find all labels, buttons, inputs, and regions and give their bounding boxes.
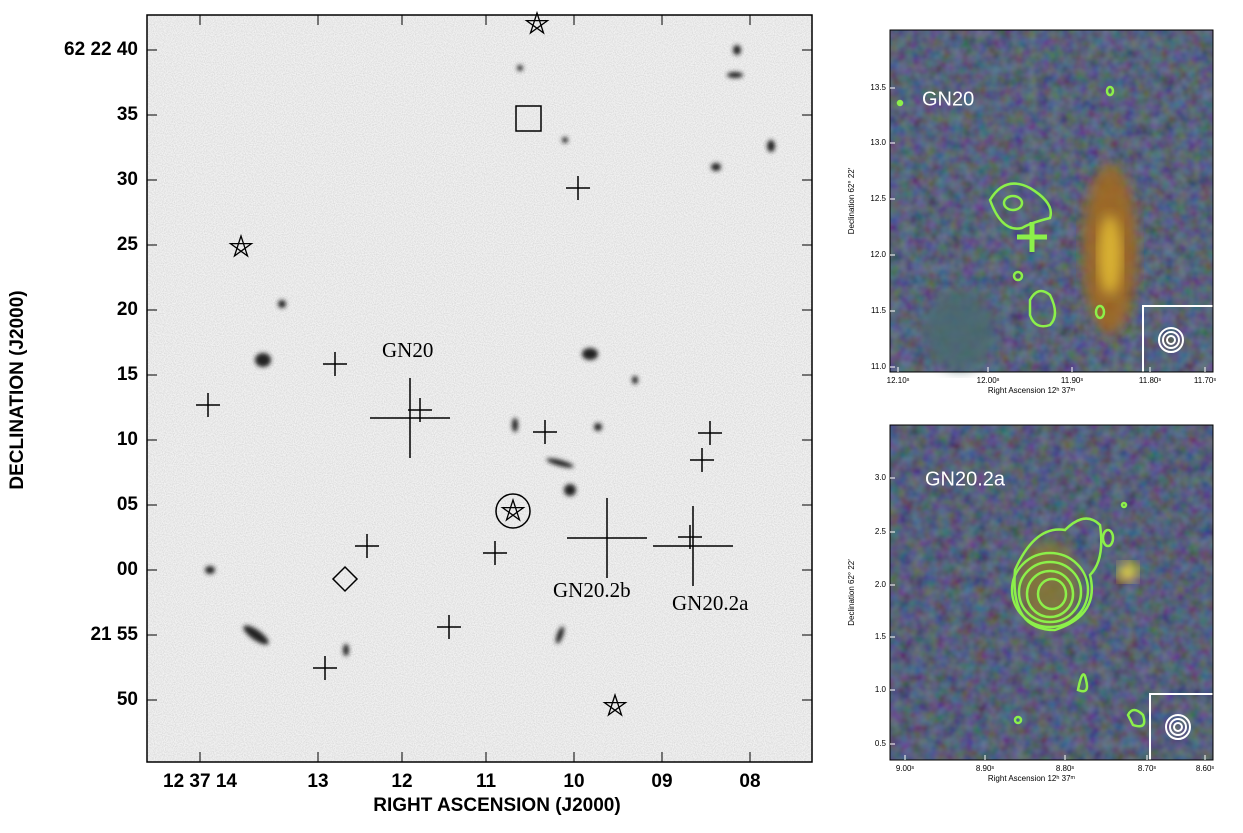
x-tick-label: 09 <box>651 771 672 792</box>
inset-gn20: GN20 <box>889 29 1214 373</box>
y-tick-label: 12.5 <box>870 194 886 203</box>
galaxies <box>205 45 775 656</box>
cross <box>355 534 379 558</box>
star <box>500 497 526 522</box>
x-tick-label: 13 <box>307 771 328 792</box>
cross <box>196 393 220 417</box>
ticks <box>147 15 812 762</box>
y-tick-label: 13.0 <box>870 138 886 147</box>
cross <box>653 506 733 586</box>
x-tick-label: 12 <box>391 771 412 792</box>
x-tick-label: 11 <box>476 771 497 792</box>
annotation: GN20.2a <box>672 591 749 615</box>
x-tick-label: 12 37 14 <box>163 771 237 792</box>
y-tick-label: 35 <box>117 104 139 125</box>
sky-noise <box>147 15 812 762</box>
y-tick-label: 1.5 <box>875 632 887 641</box>
y-tick-label: 62 22 40 <box>64 39 138 60</box>
x-tick-label: 11.70ˢ <box>1194 376 1216 385</box>
x-axis-label: RIGHT ASCENSION (J2000) <box>373 795 620 816</box>
cross <box>566 176 590 200</box>
cross <box>437 615 461 639</box>
cross <box>533 420 557 444</box>
inset-gn20-2a: GN20.2a <box>889 424 1214 761</box>
y-tick-label: 11.5 <box>871 306 887 315</box>
cross <box>483 541 507 565</box>
y-tick-label: 12.0 <box>870 250 886 259</box>
y-axis-label: Declination 62° 22′ <box>847 167 856 234</box>
y-tick-label: 11.0 <box>871 362 887 371</box>
y-tick-label: 3.0 <box>875 473 887 482</box>
x-tick-label: 9.00ˢ <box>896 764 915 773</box>
y-tick-label: 30 <box>117 169 138 190</box>
y-tick-label: 50 <box>117 689 138 710</box>
x-tick-label: 8.80ˢ <box>1056 764 1075 773</box>
cross <box>370 378 450 458</box>
stars <box>228 10 628 717</box>
x-tick-label: 8.90ˢ <box>976 764 995 773</box>
y-tick-label: 2.5 <box>875 527 887 536</box>
crosses <box>196 176 733 680</box>
y-tick-label: 20 <box>117 299 138 320</box>
star <box>228 233 254 258</box>
y-tick-label: 2.0 <box>875 580 887 589</box>
x-tick-label: 08 <box>739 771 760 792</box>
x-tick-label: 8.60ˢ <box>1196 764 1215 773</box>
cross <box>698 421 722 445</box>
annotation: GN20.2b <box>553 578 631 602</box>
inset-label: GN20.2a <box>925 468 1006 490</box>
cross <box>678 525 702 549</box>
x-tick-label: 11.80ˢ <box>1139 376 1161 385</box>
x-tick-label: 12.00ˢ <box>977 376 1000 385</box>
cross <box>313 656 337 680</box>
annotation: GN20 <box>382 338 433 362</box>
x-tick-label: 8.70ˢ <box>1138 764 1157 773</box>
cross <box>323 352 347 376</box>
y-tick-label: 05 <box>117 494 139 515</box>
x-tick-label: 10 <box>563 771 584 792</box>
inset-label: GN20 <box>922 88 974 110</box>
inset-axes: 3.0 2.5 2.0 1.5 1.0 0.5 9.00ˢ 8.90ˢ 8.80ˢ 8.70ˢ 8.… <box>847 473 1214 783</box>
markers <box>331 105 542 593</box>
y-tick-label: 25 <box>117 234 139 255</box>
frame <box>146 14 813 763</box>
y-tick-label: 0.5 <box>875 739 887 748</box>
x-tick-label: 11.90ˢ <box>1061 376 1083 385</box>
x-tick-label: 12.10ˢ <box>887 376 910 385</box>
y-tick-label: 10 <box>117 429 138 450</box>
cross <box>567 498 647 578</box>
inset-axes: 13.5 13.0 12.5 12.0 11.5 11.012.10ˢ 12.00ˢ 11.9… <box>847 83 1216 395</box>
star <box>524 10 550 35</box>
y-axis-label: DECLINATION (J2000) <box>7 290 28 489</box>
y-tick-label: 00 <box>117 559 138 580</box>
x-axis-label: Right Ascension 12ʰ 37ᵐ <box>988 774 1076 783</box>
star <box>602 692 628 717</box>
y-tick-label: 13.5 <box>870 83 886 92</box>
y-tick-label: 15 <box>117 364 139 385</box>
y-tick-label: 21 55 <box>90 624 138 645</box>
y-tick-label: 1.0 <box>875 685 887 694</box>
x-axis-label: Right Ascension 12ʰ 37ᵐ <box>988 386 1076 395</box>
y-axis-label: Declination 62° 22′ <box>847 559 856 626</box>
cross <box>690 448 714 472</box>
